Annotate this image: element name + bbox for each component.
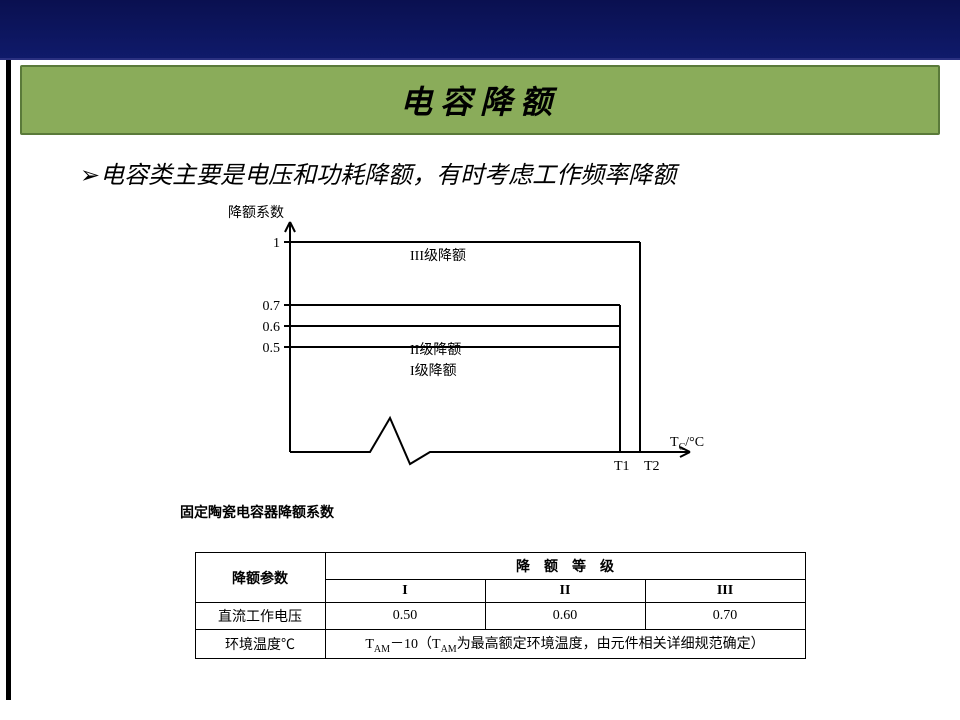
left-stripe	[6, 60, 11, 700]
table-row: 直流工作电压 0.50 0.60 0.70	[195, 603, 805, 630]
header-param: 降额参数	[195, 553, 325, 603]
content-area: ➢电容类主要是电压和功耗降额，有时考虑工作频率降额 降额系数 1 0.7 0.6 0.…	[0, 135, 960, 659]
footnote-param: 环境温度℃	[195, 630, 325, 659]
bullet-line: ➢电容类主要是电压和功耗降额，有时考虑工作频率降额	[80, 155, 920, 190]
svg-text:T1: T1	[614, 459, 630, 474]
bullet-text: 电容类主要是电压和功耗降额，有时考虑工作频率降额	[100, 163, 676, 189]
svg-text:II级降额: II级降额	[410, 342, 461, 358]
header-grade: 降 额 等 级	[325, 553, 805, 580]
slide-title: 电容降额	[22, 77, 938, 123]
table-footnote-row: 环境温度℃ TAM－10（TAM为最高额定环境温度，由元件相关详细规范确定）	[195, 630, 805, 659]
row-val-3: 0.70	[645, 603, 805, 630]
svg-text:0.7: 0.7	[263, 299, 281, 314]
grade-3: III	[645, 580, 805, 603]
svg-text:I级降额: I级降额	[410, 363, 457, 379]
row-param: 直流工作电压	[195, 603, 325, 630]
derating-chart: 降额系数 10.70.60.5III级降额II级降额I级降额T1T2TC/°C	[150, 202, 710, 492]
title-bar: 电容降额	[20, 65, 940, 135]
svg-text:1: 1	[273, 236, 280, 251]
footnote-text: TAM－10（TAM为最高额定环境温度，由元件相关详细规范确定）	[325, 630, 805, 659]
grade-2: II	[485, 580, 645, 603]
table-header-row: 降额参数 降 额 等 级	[195, 553, 805, 580]
svg-text:III级降额: III级降额	[410, 248, 466, 264]
svg-text:0.5: 0.5	[263, 341, 281, 356]
chart-caption: 固定陶瓷电容器降额系数	[180, 502, 920, 522]
derating-table: 降额参数 降 额 等 级 I II III 直流工作电压 0.50 0.60 0…	[195, 552, 806, 659]
grade-1: I	[325, 580, 485, 603]
chart-svg: 10.70.60.5III级降额II级降额I级降额T1T2TC/°C	[150, 202, 710, 492]
row-val-2: 0.60	[485, 603, 645, 630]
bullet-arrow-icon: ➢	[80, 163, 100, 189]
top-banner	[0, 0, 960, 60]
row-val-1: 0.50	[325, 603, 485, 630]
svg-text:0.6: 0.6	[263, 320, 281, 335]
y-axis-title: 降额系数	[228, 202, 284, 222]
svg-text:T2: T2	[644, 459, 660, 474]
